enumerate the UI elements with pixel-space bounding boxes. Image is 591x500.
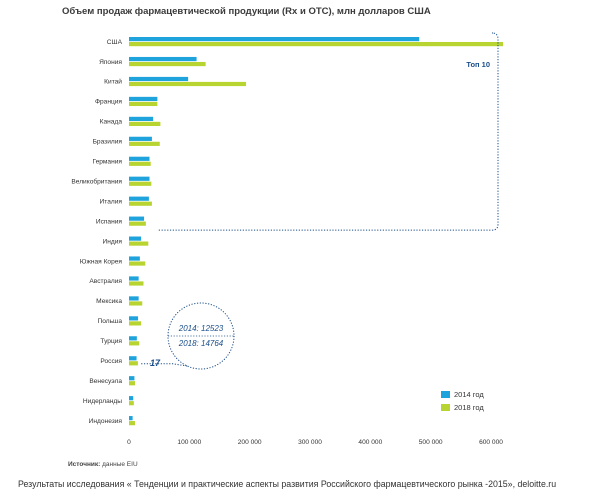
bar-2014	[129, 256, 140, 261]
bar-2018	[129, 201, 152, 206]
category-labels: США Япония Китай Франция Канада Бразилия Герма…	[71, 39, 122, 425]
bar-2018	[129, 301, 143, 306]
bar-2018	[129, 42, 504, 47]
legend-label-2014: 2014 год	[454, 390, 484, 399]
bar-2014	[129, 336, 137, 341]
bar-2014	[129, 56, 197, 62]
bar-2014	[129, 376, 135, 381]
bar-2014	[129, 276, 139, 281]
bar-2014	[129, 196, 149, 201]
category-label: Индия	[103, 238, 123, 245]
x-tick-label: 0	[127, 439, 131, 446]
category-label: Нидерланды	[83, 398, 122, 405]
legend-item-2018: 2018 год	[441, 403, 484, 412]
category-label: Испания	[96, 218, 123, 225]
category-label: США	[107, 39, 123, 46]
x-tick-label: 200 000	[238, 439, 262, 446]
bar-2014	[129, 136, 152, 141]
chart-title: Объем продаж фармацевтической продукции …	[62, 6, 431, 17]
bar-2018	[129, 341, 140, 346]
bar-2014	[129, 37, 420, 42]
source-label: Источник:	[68, 461, 101, 468]
bar-2014	[129, 76, 189, 82]
source-note: Источник: данные EIU	[68, 461, 138, 468]
category-label: Турция	[100, 338, 122, 345]
bar-2014	[129, 96, 158, 102]
bar-2014	[129, 116, 154, 121]
category-label: Австралия	[89, 278, 122, 285]
russia-callout-2014: 2014: 12523	[178, 324, 224, 333]
x-axis: 0 100 000 200 000 300 000 400 000 500 000 600 …	[127, 439, 503, 446]
category-label: Германия	[92, 159, 122, 166]
category-label: Южная Корея	[80, 258, 123, 265]
category-label: Бразилия	[93, 139, 123, 146]
legend-label-2018: 2018 год	[454, 403, 484, 412]
x-tick-label: 500 000	[419, 439, 443, 446]
bar-2018	[129, 261, 146, 266]
top10-bracket	[157, 32, 499, 231]
category-label: Индонезия	[89, 418, 123, 425]
category-label: Франция	[95, 99, 122, 106]
bar-2014	[129, 296, 139, 301]
russia-callout-circle	[167, 302, 235, 370]
category-label: Италия	[100, 198, 123, 205]
footer-caption: Результаты исследования « Тенденции и пр…	[18, 479, 557, 489]
bar-2018	[129, 241, 149, 246]
bar-2018	[129, 101, 158, 107]
russia-connector	[140, 363, 188, 367]
category-label: Россия	[100, 358, 122, 365]
x-tick-label: 600 000	[479, 439, 503, 446]
x-tick-label: 100 000	[177, 439, 201, 446]
bar-2014	[129, 236, 142, 241]
bar-2014	[129, 156, 150, 161]
bar-2018	[129, 161, 151, 166]
category-label: Китай	[104, 78, 122, 86]
category-label: Великобритания	[71, 177, 122, 185]
bar-2018	[129, 81, 247, 87]
bar-2014	[129, 356, 137, 361]
x-tick-label: 300 000	[298, 439, 322, 446]
category-label: Венесуэла	[89, 378, 122, 385]
category-label: Польша	[97, 318, 122, 325]
bar-2018	[129, 181, 152, 186]
annotations: Топ 10 2014: 12523 2018: 14764 17	[140, 32, 499, 370]
bar-2014	[129, 416, 133, 421]
bar-2018	[129, 361, 138, 366]
bar-2018	[129, 61, 206, 67]
bar-2014	[129, 216, 145, 221]
x-tick-label: 400 000	[358, 439, 382, 446]
bar-2014	[129, 396, 134, 401]
bar-2018	[129, 421, 136, 426]
bar-2018	[129, 321, 142, 326]
legend-swatch-2014	[441, 391, 450, 398]
bar-2014	[129, 316, 139, 321]
legend-swatch-2018	[441, 404, 450, 411]
bar-2018	[129, 401, 134, 406]
category-label: Канада	[100, 119, 123, 126]
russia-rank-label: 17	[150, 358, 161, 368]
category-label: Мексика	[96, 298, 122, 305]
legend-item-2014: 2014 год	[441, 390, 484, 399]
bar-2018	[129, 281, 144, 286]
bars	[129, 37, 504, 426]
bar-2018	[129, 141, 160, 146]
top10-label: Топ 10	[466, 60, 490, 69]
bar-2018	[129, 121, 161, 126]
bar-2014	[129, 176, 150, 181]
source-value: данные EIU	[102, 461, 138, 468]
bar-2018	[129, 381, 136, 386]
russia-callout-2018: 2018: 14764	[178, 339, 224, 348]
bar-2018	[129, 221, 146, 226]
category-label: Япония	[99, 59, 122, 66]
